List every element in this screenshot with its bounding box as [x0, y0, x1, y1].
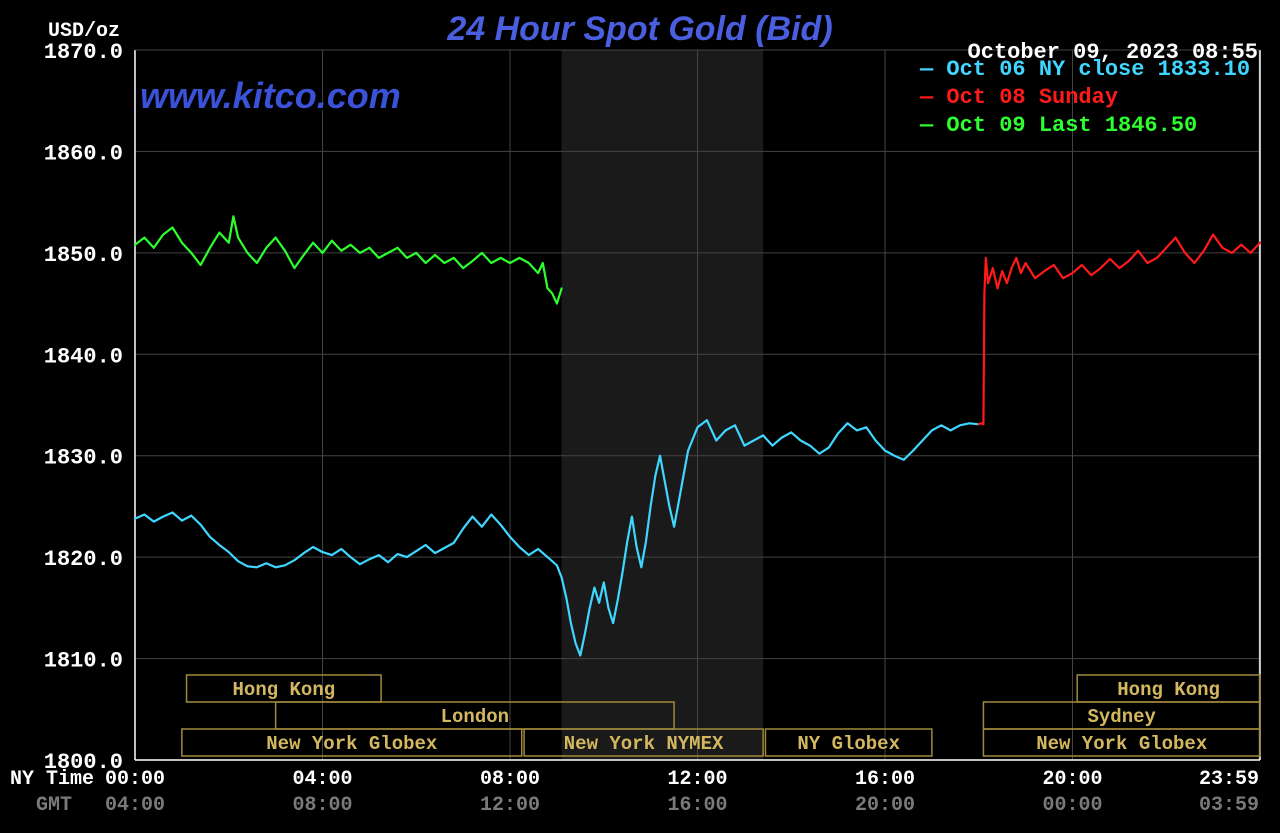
x-tick-gmt: 12:00: [480, 794, 540, 817]
market-session-label: London: [441, 706, 509, 728]
y-tick-label: 1830.0: [44, 446, 123, 471]
session-dark-band: [562, 50, 764, 760]
x-tick-gmt: 08:00: [292, 794, 352, 817]
x-tick-ny: 16:00: [855, 768, 915, 791]
gmt-label: GMT: [36, 794, 72, 817]
market-session-label: NY Globex: [797, 733, 900, 755]
x-tick-gmt: 03:59: [1199, 794, 1259, 817]
x-tick-ny: 04:00: [292, 768, 352, 791]
y-tick-label: 1860.0: [44, 141, 123, 166]
market-session-label: Sydney: [1088, 706, 1157, 728]
y-tick-label: 1840.0: [44, 344, 123, 369]
y-axis-label: USD/oz: [48, 20, 120, 43]
y-tick-label: 1820.0: [44, 547, 123, 572]
x-tick-gmt: 04:00: [105, 794, 165, 817]
legend-item: — Oct 06 NY close 1833.10: [919, 57, 1250, 82]
y-tick-label: 1850.0: [44, 243, 123, 268]
gold-spot-chart: 1800.01810.01820.01830.01840.01850.01860…: [0, 0, 1280, 833]
x-tick-ny: 00:00: [105, 768, 165, 791]
watermark: www.kitco.com: [140, 75, 401, 116]
legend-item: — Oct 09 Last 1846.50: [919, 113, 1197, 138]
legend-item: — Oct 08 Sunday: [919, 85, 1118, 110]
x-tick-ny: 23:59: [1199, 768, 1259, 791]
y-tick-label: 1810.0: [44, 649, 123, 674]
chart-title: 24 Hour Spot Gold (Bid): [446, 10, 832, 48]
market-session-label: New York Globex: [266, 733, 437, 755]
x-tick-ny: 08:00: [480, 768, 540, 791]
x-tick-ny: 20:00: [1042, 768, 1102, 791]
market-session-label: Hong Kong: [1117, 679, 1220, 701]
market-session-label: New York NYMEX: [564, 733, 724, 755]
market-session-label: New York Globex: [1036, 733, 1207, 755]
x-tick-ny: 12:00: [667, 768, 727, 791]
x-tick-gmt: 20:00: [855, 794, 915, 817]
x-tick-gmt: 00:00: [1042, 794, 1102, 817]
x-tick-gmt: 16:00: [667, 794, 727, 817]
y-tick-label: 1870.0: [44, 40, 123, 65]
ny-time-label: NY Time: [10, 768, 94, 791]
market-session-label: Hong Kong: [233, 679, 336, 701]
